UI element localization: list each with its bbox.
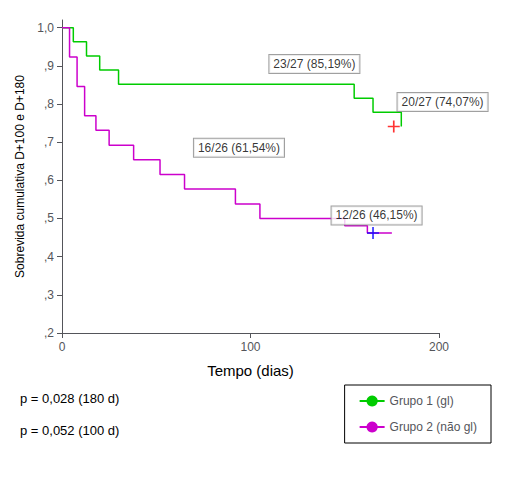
svg-text:Tempo (dias): Tempo (dias) xyxy=(207,362,294,379)
svg-text:,7: ,7 xyxy=(44,135,54,149)
svg-text:,5: ,5 xyxy=(44,211,54,225)
svg-text:p = 0,052 (100 d): p = 0,052 (100 d) xyxy=(20,423,119,438)
svg-text:16/26 (61,54%): 16/26 (61,54%) xyxy=(198,141,280,155)
svg-text:,8: ,8 xyxy=(44,97,54,111)
svg-text:0: 0 xyxy=(59,340,66,354)
svg-text:,4: ,4 xyxy=(44,250,54,264)
svg-text:23/27 (85,19%): 23/27 (85,19%) xyxy=(273,57,355,71)
svg-text:Sobrevida cumulativa D+100 e D: Sobrevida cumulativa D+100 e D+180 xyxy=(13,75,27,278)
svg-text:20/27 (74,07%): 20/27 (74,07%) xyxy=(402,95,484,109)
svg-text:,6: ,6 xyxy=(44,173,54,187)
svg-text:p = 0,028 (180 d): p = 0,028 (180 d) xyxy=(20,391,119,406)
svg-text:,2: ,2 xyxy=(44,326,54,340)
svg-text:100: 100 xyxy=(240,340,260,354)
svg-text:,3: ,3 xyxy=(44,288,54,302)
svg-text:,9: ,9 xyxy=(44,59,54,73)
svg-text:Grupo 1 (gl): Grupo 1 (gl) xyxy=(390,394,454,408)
svg-text:200: 200 xyxy=(429,340,449,354)
svg-text:12/26 (46,​15%): 12/26 (46,​15%) xyxy=(336,208,418,222)
svg-text:1,0: 1,0 xyxy=(37,21,54,35)
svg-text:Grupo 2 (não gl): Grupo 2 (não gl) xyxy=(390,420,477,434)
